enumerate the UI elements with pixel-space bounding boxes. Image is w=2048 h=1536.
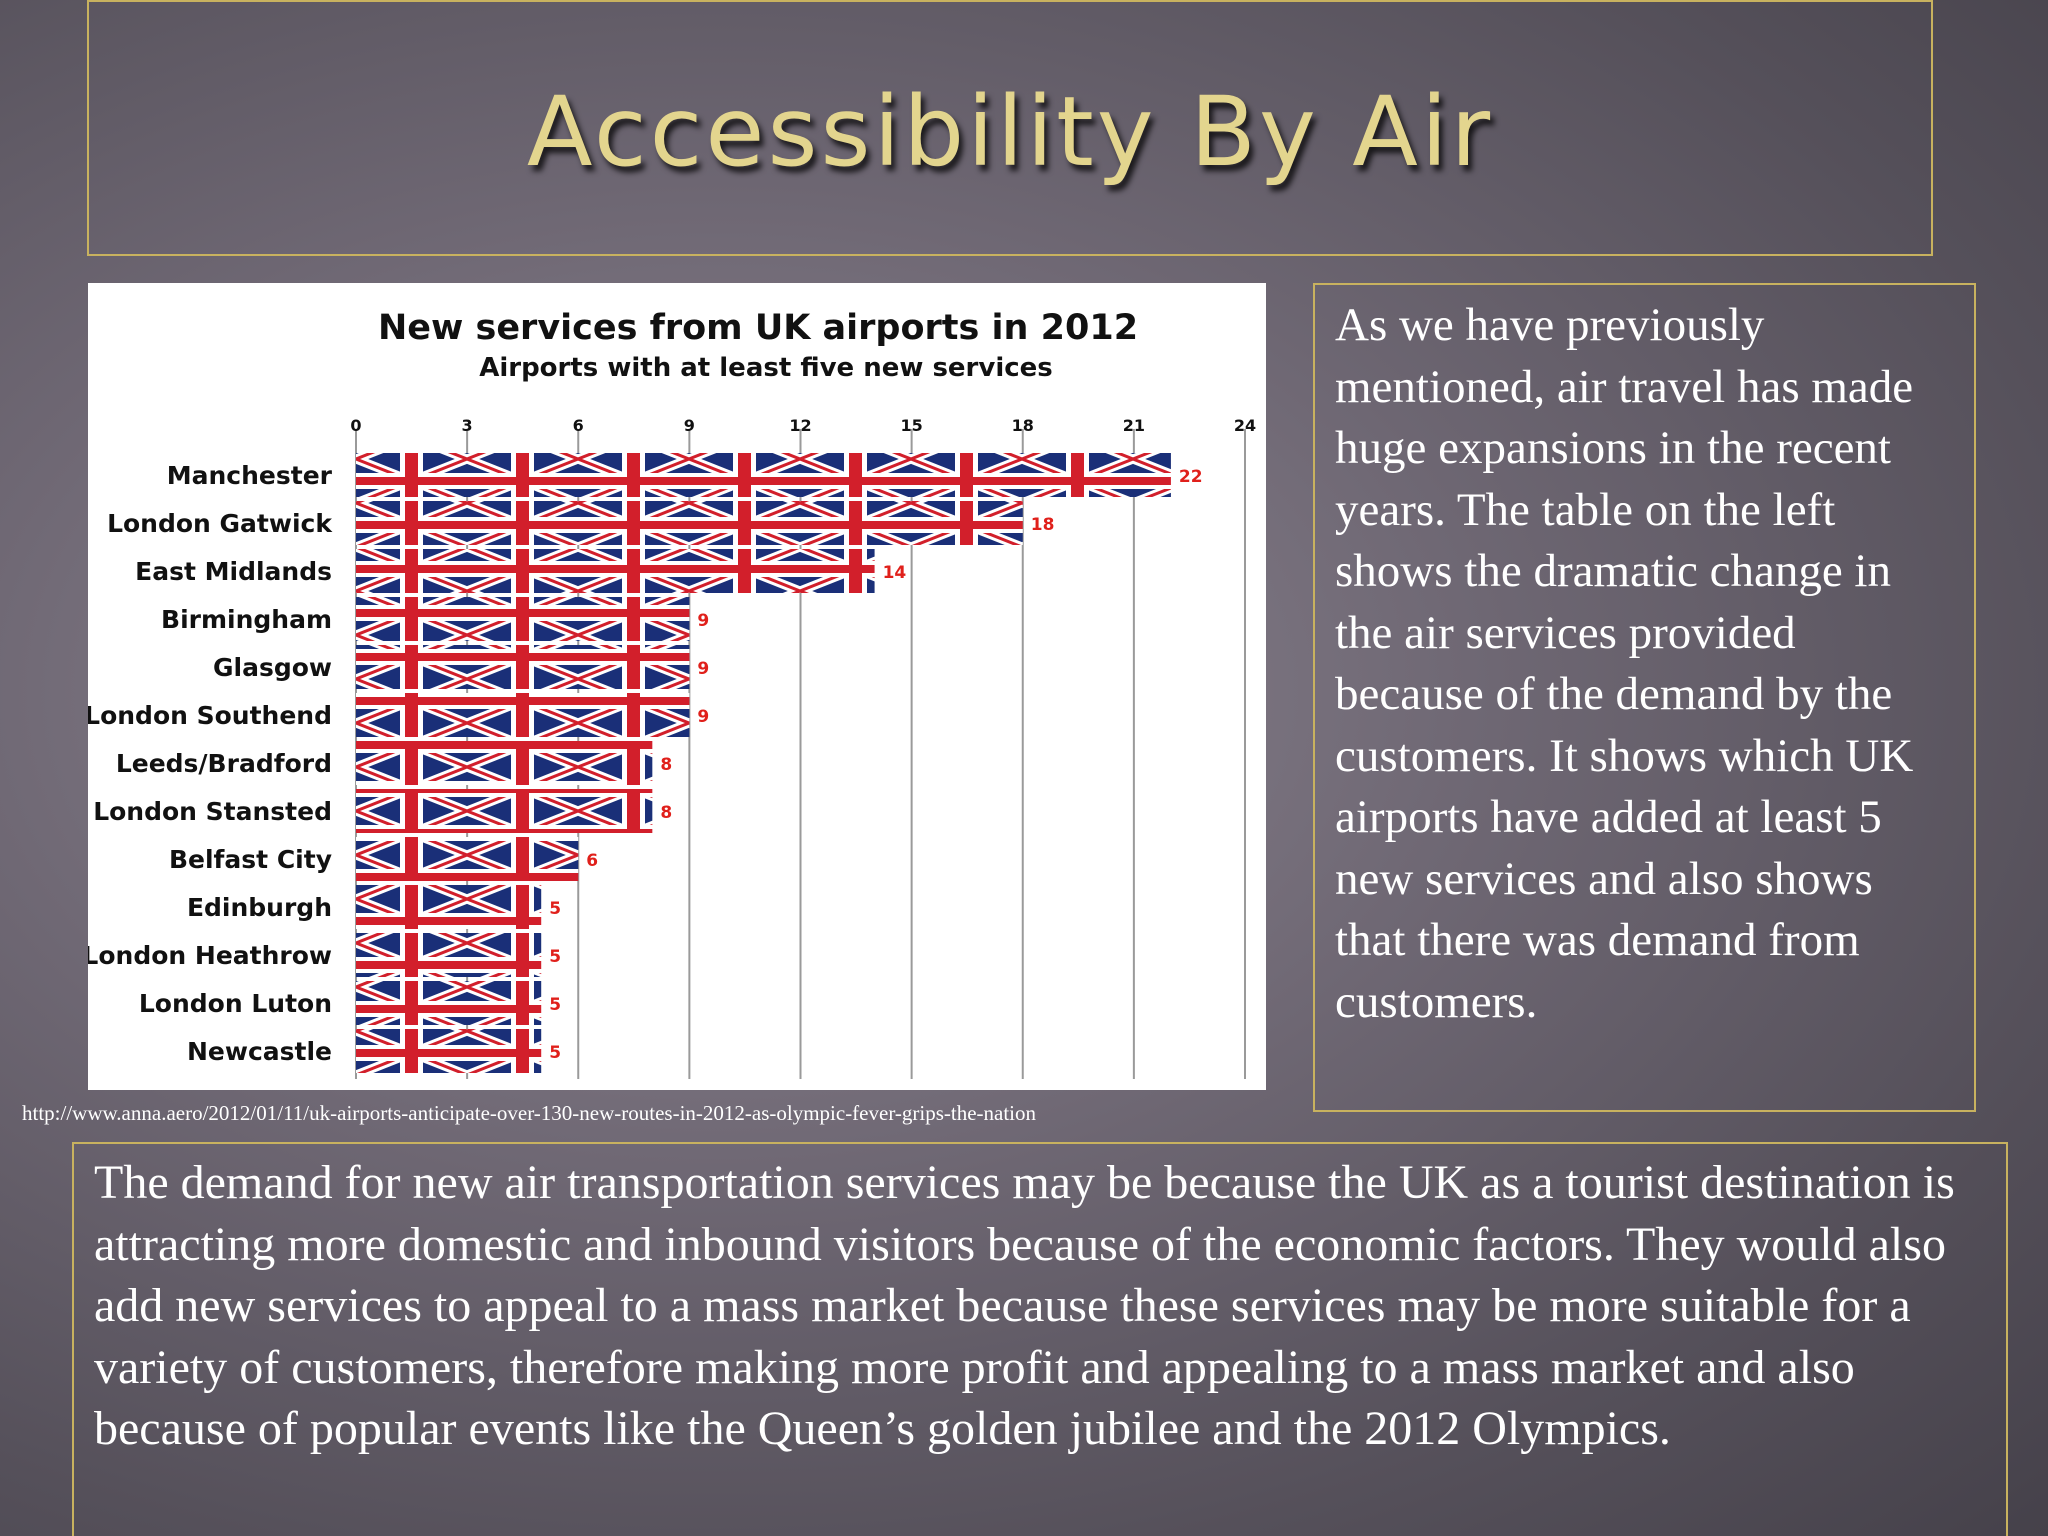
category-label: Birmingham xyxy=(161,605,332,634)
category-label: London Luton xyxy=(139,989,332,1018)
value-label: 9 xyxy=(697,659,709,679)
category-label: Edinburgh xyxy=(187,893,332,922)
x-tick-label: 15 xyxy=(900,416,922,435)
value-label: 9 xyxy=(697,611,709,631)
value-label: 6 xyxy=(586,851,598,871)
category-label: London Gatwick xyxy=(107,509,333,538)
value-labels: 22 18 14 9 9 9 8 8 6 5 5 5 5 xyxy=(549,467,1202,1063)
value-label: 8 xyxy=(660,803,672,823)
bar xyxy=(356,981,542,1025)
x-tick-label: 3 xyxy=(462,416,473,435)
value-label: 5 xyxy=(549,995,561,1015)
value-label: 8 xyxy=(660,755,672,775)
chart-title: New services from UK airports in 2012 xyxy=(378,308,1138,348)
bar-chart: New services from UK airports in 2012 Ai… xyxy=(88,308,1256,1079)
title-frame: Accessibility By Air xyxy=(87,0,1933,256)
category-label: London Heathrow xyxy=(88,941,332,970)
value-label: 5 xyxy=(549,947,561,967)
x-tick-label: 6 xyxy=(573,416,584,435)
category-label: London Southend xyxy=(88,701,332,730)
category-label: Glasgow xyxy=(213,653,332,682)
bar xyxy=(356,885,542,929)
x-tick-label: 9 xyxy=(684,416,695,435)
x-axis-ticks: 0 3 6 9 12 15 18 21 24 xyxy=(350,416,1256,435)
value-label: 5 xyxy=(549,1043,561,1063)
source-url[interactable]: http://www.anna.aero/2012/01/11/uk-airpo… xyxy=(22,1101,1037,1125)
value-label: 14 xyxy=(883,563,907,583)
slide-title: Accessibility By Air xyxy=(526,76,1494,188)
x-tick-label: 0 xyxy=(350,416,361,435)
category-label: East Midlands xyxy=(135,557,332,586)
bar xyxy=(356,645,690,689)
category-labels: Manchester London Gatwick East Midlands Bir… xyxy=(88,461,333,1066)
bar xyxy=(356,741,653,785)
bars xyxy=(356,453,1171,1073)
bar xyxy=(356,597,690,641)
bar xyxy=(356,837,579,881)
category-label: London Stansted xyxy=(93,797,332,826)
chart-panel: New services from UK airports in 2012 Ai… xyxy=(88,283,1266,1090)
x-tick-label: 24 xyxy=(1234,416,1256,435)
bar xyxy=(356,549,875,593)
category-label: Manchester xyxy=(167,461,333,490)
category-label: Belfast City xyxy=(169,845,332,874)
value-label: 22 xyxy=(1179,467,1203,487)
value-label: 9 xyxy=(697,707,709,727)
bar xyxy=(356,501,1023,545)
bar xyxy=(356,933,542,977)
value-label: 5 xyxy=(549,899,561,919)
value-label: 18 xyxy=(1031,515,1055,535)
bar xyxy=(356,789,653,833)
side-text-frame: As we have previously mentioned, air tra… xyxy=(1313,283,1976,1112)
category-label: Leeds/Bradford xyxy=(116,749,332,778)
bar xyxy=(356,453,1171,497)
bar xyxy=(356,1029,542,1073)
bottom-text-frame: The demand for new air transportation se… xyxy=(72,1142,2008,1536)
x-tick-label: 21 xyxy=(1123,416,1145,435)
bar xyxy=(356,693,690,737)
x-tick-label: 12 xyxy=(789,416,811,435)
category-label: Newcastle xyxy=(187,1037,332,1066)
side-paragraph: As we have previously mentioned, air tra… xyxy=(1335,299,1914,1028)
x-tick-label: 18 xyxy=(1012,416,1034,435)
bottom-paragraph: The demand for new air transportation se… xyxy=(94,1156,1955,1455)
chart-subtitle: Airports with at least five new services xyxy=(479,353,1053,383)
